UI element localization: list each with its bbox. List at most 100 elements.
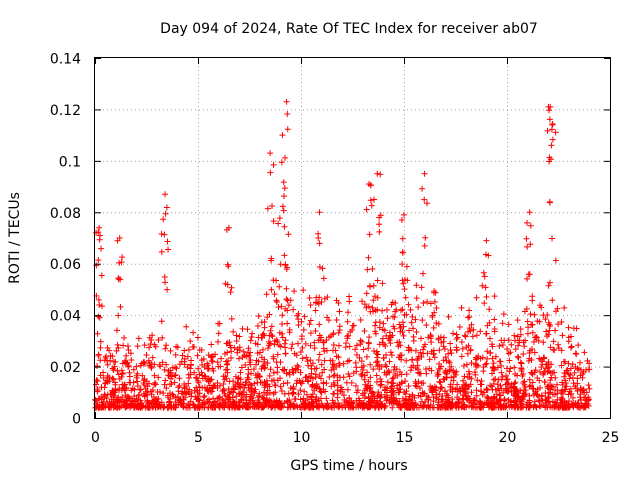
data-point bbox=[222, 400, 229, 407]
data-point bbox=[185, 371, 192, 378]
data-point bbox=[319, 369, 326, 376]
data-point bbox=[513, 385, 520, 392]
data-point bbox=[219, 396, 226, 403]
data-point bbox=[309, 404, 316, 411]
data-point bbox=[113, 327, 120, 334]
data-point bbox=[117, 303, 124, 310]
data-point bbox=[482, 251, 489, 258]
data-point bbox=[377, 171, 384, 178]
data-point bbox=[377, 382, 384, 389]
data-point bbox=[245, 371, 252, 378]
data-point bbox=[347, 399, 354, 406]
data-point bbox=[187, 338, 194, 345]
data-point bbox=[440, 376, 447, 383]
data-point bbox=[349, 322, 356, 329]
y-tick-label: 0.04 bbox=[50, 309, 81, 325]
data-point bbox=[290, 386, 297, 393]
data-point bbox=[521, 308, 528, 315]
data-point bbox=[447, 340, 454, 347]
data-point bbox=[545, 282, 552, 289]
data-point bbox=[279, 366, 286, 373]
data-point bbox=[497, 358, 504, 365]
data-point bbox=[487, 397, 494, 404]
data-point bbox=[405, 383, 412, 390]
data-point bbox=[511, 337, 518, 344]
data-point bbox=[122, 392, 129, 399]
data-point bbox=[119, 370, 126, 377]
data-point bbox=[345, 332, 352, 339]
data-point bbox=[282, 337, 289, 344]
data-point bbox=[190, 329, 197, 336]
data-point bbox=[106, 374, 113, 381]
data-point bbox=[531, 334, 538, 341]
data-point bbox=[237, 384, 244, 391]
data-point bbox=[181, 347, 188, 354]
data-point bbox=[472, 371, 479, 378]
data-point bbox=[216, 382, 223, 389]
data-point bbox=[267, 398, 274, 405]
data-point bbox=[180, 396, 187, 403]
data-point bbox=[586, 366, 593, 373]
data-point bbox=[251, 390, 258, 397]
data-point bbox=[305, 362, 312, 369]
data-point bbox=[489, 355, 496, 362]
y-tick-label: 0.06 bbox=[50, 257, 81, 273]
data-point bbox=[480, 364, 487, 371]
data-point bbox=[114, 237, 121, 244]
data-point bbox=[163, 361, 170, 368]
data-point bbox=[343, 379, 350, 386]
data-point bbox=[442, 396, 449, 403]
data-point bbox=[554, 305, 561, 312]
data-point bbox=[559, 387, 566, 394]
data-point bbox=[140, 390, 147, 397]
data-point bbox=[477, 399, 484, 406]
data-point bbox=[318, 298, 325, 305]
data-point bbox=[246, 397, 253, 404]
data-point bbox=[518, 367, 525, 374]
data-point bbox=[448, 363, 455, 370]
data-point bbox=[400, 323, 407, 330]
data-point bbox=[282, 154, 289, 161]
data-point bbox=[253, 357, 260, 364]
data-point bbox=[285, 231, 292, 238]
data-point bbox=[230, 385, 237, 392]
data-point bbox=[421, 170, 428, 177]
data-point bbox=[312, 383, 319, 390]
data-point bbox=[549, 136, 556, 143]
data-point bbox=[428, 333, 435, 340]
data-point bbox=[399, 261, 406, 268]
data-point bbox=[258, 365, 265, 372]
data-point bbox=[210, 395, 217, 402]
data-point bbox=[491, 293, 498, 300]
data-point bbox=[141, 342, 148, 349]
data-point bbox=[187, 361, 194, 368]
data-point bbox=[498, 369, 505, 376]
data-point bbox=[522, 384, 529, 391]
data-point bbox=[526, 209, 533, 216]
data-point bbox=[346, 293, 353, 300]
data-point bbox=[527, 222, 534, 229]
data-point bbox=[222, 392, 229, 399]
data-point bbox=[345, 371, 352, 378]
data-point bbox=[512, 346, 519, 353]
data-point bbox=[469, 400, 476, 407]
data-point bbox=[452, 386, 459, 393]
data-point bbox=[383, 351, 390, 358]
data-point bbox=[372, 322, 379, 329]
data-point bbox=[547, 386, 554, 393]
data-point bbox=[205, 378, 212, 385]
x-tick-label: 15 bbox=[396, 430, 414, 446]
data-point bbox=[290, 400, 297, 407]
data-point bbox=[430, 351, 437, 358]
data-point bbox=[359, 298, 366, 305]
data-point bbox=[151, 341, 158, 348]
data-point bbox=[431, 309, 438, 316]
data-point bbox=[94, 362, 101, 369]
data-point bbox=[552, 387, 559, 394]
data-point bbox=[268, 286, 275, 293]
data-point bbox=[442, 354, 449, 361]
data-point bbox=[336, 308, 343, 315]
data-point bbox=[204, 386, 211, 393]
data-point bbox=[264, 205, 271, 212]
data-point bbox=[286, 329, 293, 336]
